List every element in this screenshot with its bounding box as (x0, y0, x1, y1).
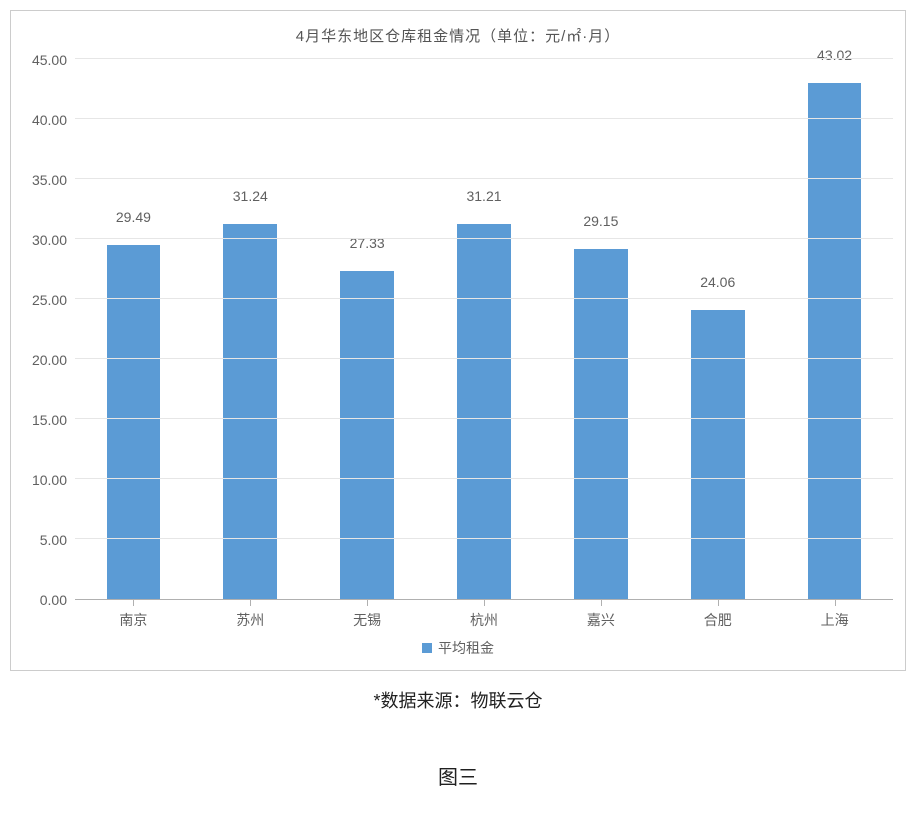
y-tick-label: 30.00 (32, 232, 67, 248)
y-tick-label: 0.00 (40, 592, 67, 608)
x-axis: 南京 苏州 无锡 杭州 嘉兴 合肥 上海 (75, 600, 893, 634)
y-tick-label: 10.00 (32, 472, 67, 488)
bar (691, 310, 745, 599)
y-tick-label: 25.00 (32, 292, 67, 308)
gridline (75, 358, 893, 359)
gridline (75, 238, 893, 239)
bar-slot: 43.02 (776, 60, 893, 599)
figure-label: 图三 (10, 761, 906, 790)
bar-value-label: 31.24 (233, 188, 268, 206)
legend: 平均租金 (23, 638, 893, 658)
y-tick-label: 40.00 (32, 112, 67, 128)
y-axis: 0.005.0010.0015.0020.0025.0030.0035.0040… (23, 60, 75, 600)
x-tick-label: 上海 (821, 610, 849, 630)
y-tick-label: 45.00 (32, 52, 67, 68)
x-tick-mark (835, 600, 836, 606)
gridline (75, 418, 893, 419)
x-tick-slot: 杭州 (426, 600, 543, 634)
bar-slot: 29.15 (542, 60, 659, 599)
x-tick-mark (367, 600, 368, 606)
bars-layer: 29.49 31.24 27.33 31.21 29.15 24.06 43.02 (75, 60, 893, 599)
bar-slot: 29.49 (75, 60, 192, 599)
x-tick-mark (601, 600, 602, 606)
bar-value-label: 29.15 (583, 213, 618, 231)
chart-container: 4月华东地区仓库租金情况（单位：元/㎡·月） 0.00 5.00 10.00 15.0… (10, 10, 906, 671)
y-tick-label: 5.00 (40, 532, 67, 548)
gridline (75, 538, 893, 539)
bar-slot: 27.33 (309, 60, 426, 599)
bar (574, 249, 628, 599)
bar-value-label: 43.02 (817, 47, 852, 65)
x-tick-label: 苏州 (236, 610, 264, 630)
x-tick-label: 合肥 (704, 610, 732, 630)
bar-slot: 24.06 (659, 60, 776, 599)
y-tick-label: 20.00 (32, 352, 67, 368)
x-tick-slot: 苏州 (192, 600, 309, 634)
gridline (75, 478, 893, 479)
bar-value-label: 24.06 (700, 274, 735, 292)
x-tick-label: 南京 (119, 610, 147, 630)
gridline (75, 118, 893, 119)
plot-row: 0.005.0010.0015.0020.0025.0030.0035.0040… (23, 60, 893, 600)
gridline (75, 298, 893, 299)
x-tick-mark (250, 600, 251, 606)
bar-value-label: 29.49 (116, 209, 151, 227)
x-tick-slot: 合肥 (659, 600, 776, 634)
legend-swatch (422, 643, 432, 653)
bar (223, 224, 277, 599)
y-tick-label: 35.00 (32, 172, 67, 188)
gridline (75, 58, 893, 59)
x-tick-mark (718, 600, 719, 606)
legend-label: 平均租金 (438, 638, 494, 658)
x-tick-slot: 南京 (75, 600, 192, 634)
bar-slot: 31.24 (192, 60, 309, 599)
source-line: *数据来源：物联云仓 (10, 687, 906, 713)
x-tick-slot: 上海 (776, 600, 893, 634)
bar (340, 271, 394, 599)
y-tick-label: 15.00 (32, 412, 67, 428)
bar (808, 83, 862, 599)
chart-title: 4月华东地区仓库租金情况（单位：元/㎡·月） (23, 25, 893, 46)
x-tick-slot: 嘉兴 (542, 600, 659, 634)
x-tick-label: 嘉兴 (587, 610, 615, 630)
bar (457, 224, 511, 599)
bar-value-label: 31.21 (466, 188, 501, 206)
x-tick-label: 杭州 (470, 610, 498, 630)
x-tick-label: 无锡 (353, 610, 381, 630)
x-tick-slot: 无锡 (309, 600, 426, 634)
gridline (75, 178, 893, 179)
x-tick-mark (484, 600, 485, 606)
plot-area: 29.49 31.24 27.33 31.21 29.15 24.06 43.02 (75, 60, 893, 600)
x-tick-mark (133, 600, 134, 606)
bar-slot: 31.21 (426, 60, 543, 599)
